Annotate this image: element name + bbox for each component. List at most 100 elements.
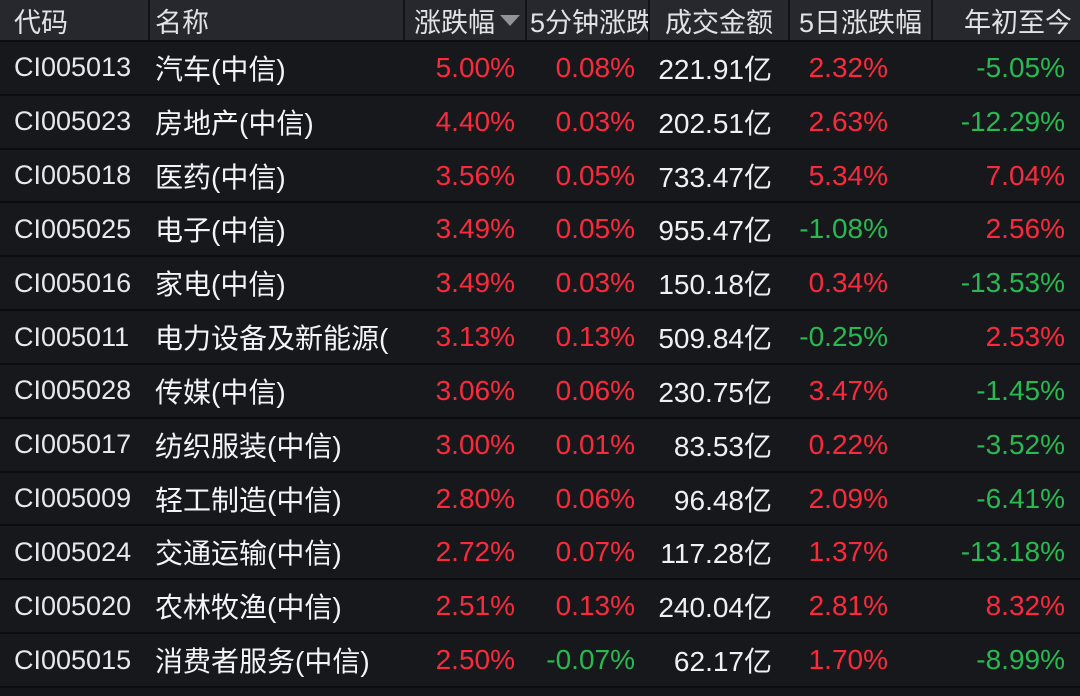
5min-change-cell: 0.06%: [555, 374, 635, 406]
change-pct-cell: 3.56%: [435, 159, 515, 191]
5min-change-cell: 0.05%: [555, 213, 635, 245]
table-row[interactable]: CI005015 消费者服务(中信) 2.50% -0.07% 62.17亿 1.70% -…: [0, 634, 1080, 688]
5day-change-cell: 5.34%: [808, 159, 888, 191]
turnover-cell: 83.53亿: [673, 430, 772, 462]
code-cell: CI005015: [14, 644, 132, 675]
header-name[interactable]: 名称: [150, 0, 405, 40]
header-change-pct-label: 涨跌幅: [414, 7, 495, 38]
name-cell: 轻工制造(中信): [155, 484, 342, 516]
5min-change-cell: 0.03%: [555, 267, 635, 299]
ytd-change-cell: 2.56%: [985, 213, 1065, 245]
name-cell: 汽车(中信): [155, 53, 286, 85]
table-row[interactable]: CI005009 轻工制造(中信) 2.80% 0.06% 96.48亿 2.09% -6.…: [0, 472, 1080, 527]
table-header: 代码 名称 涨跌幅 5分钟涨跌 成交金额 5日涨跌幅 年初至今: [0, 0, 1080, 42]
5min-change-cell: 0.05%: [555, 159, 635, 191]
table-row[interactable]: CI005013 汽车(中信) 5.00% 0.08% 221.91亿 2.32% -5.0…: [0, 42, 1080, 96]
name-cell: 电力设备及新能源(: [155, 323, 389, 355]
5min-change-cell: 0.06%: [555, 482, 635, 514]
table-row[interactable]: CI005028 传媒(中信) 3.06% 0.06% 230.75亿 3.47% -1.4…: [0, 364, 1080, 419]
ytd-change-cell: 2.53%: [985, 321, 1065, 353]
change-pct-cell: 3.06%: [435, 374, 515, 406]
change-pct-cell: 3.49%: [435, 267, 515, 299]
5day-change-cell: 0.34%: [808, 267, 888, 299]
code-cell: CI005009: [14, 483, 132, 514]
ytd-change-cell: -13.18%: [960, 536, 1065, 568]
code-cell: CI005025: [14, 213, 132, 244]
sort-desc-icon: [500, 14, 520, 26]
ytd-change-cell: 7.04%: [985, 159, 1065, 191]
turnover-cell: 240.04亿: [658, 592, 772, 624]
turnover-cell: 230.75亿: [658, 376, 772, 408]
name-cell: 传媒(中信): [155, 376, 286, 408]
header-5min-change-label: 5分钟涨跌: [530, 7, 650, 38]
change-pct-cell: 2.51%: [435, 590, 515, 622]
header-turnover[interactable]: 成交金额: [650, 0, 790, 40]
name-cell: 交通运输(中信): [155, 538, 342, 570]
5min-change-cell: -0.07%: [546, 644, 635, 676]
table-row[interactable]: CI005024 交通运输(中信) 2.72% 0.07% 117.28亿 1.37% -1…: [0, 526, 1080, 581]
turnover-cell: 150.18亿: [658, 269, 772, 301]
table-row[interactable]: CI005025 电子(中信) 3.49% 0.05% 955.47亿 -1.08% 2.5…: [0, 203, 1080, 258]
5day-change-cell: 1.37%: [808, 536, 888, 568]
code-cell: CI005013: [14, 52, 132, 83]
code-cell: CI005023: [14, 106, 132, 137]
table-row[interactable]: CI005011 电力设备及新能源( 3.13% 0.13% 509.84亿 -0.25%…: [0, 311, 1080, 365]
code-cell: CI005028: [14, 375, 132, 406]
turnover-cell: 62.17亿: [673, 646, 772, 678]
table-row[interactable]: CI005018 医药(中信) 3.56% 0.05% 733.47亿 5.34% 7.04…: [0, 149, 1080, 204]
ytd-change-cell: -3.52%: [976, 428, 1065, 460]
change-pct-cell: 3.49%: [435, 213, 515, 245]
ytd-change-cell: 8.32%: [985, 590, 1065, 622]
5min-change-cell: 0.08%: [555, 51, 635, 83]
change-pct-cell: 2.50%: [435, 644, 515, 676]
header-code[interactable]: 代码: [0, 0, 150, 40]
5day-change-cell: 2.63%: [808, 105, 888, 137]
turnover-cell: 509.84亿: [658, 323, 772, 355]
5day-change-cell: 1.70%: [808, 644, 888, 676]
5min-change-cell: 0.13%: [555, 321, 635, 353]
table-row[interactable]: CI005023 房地产(中信) 4.40% 0.03% 202.51亿 2.63% -12…: [0, 95, 1080, 150]
name-cell: 消费者服务(中信): [155, 646, 370, 678]
code-cell: CI005016: [14, 267, 132, 298]
5day-change-cell: 3.47%: [808, 374, 888, 406]
code-cell: CI005024: [14, 536, 132, 567]
header-5min-change[interactable]: 5分钟涨跌: [527, 0, 650, 40]
ytd-change-cell: -12.29%: [960, 105, 1065, 137]
table-row[interactable]: CI005020 农林牧渔(中信) 2.51% 0.13% 240.04亿 2.81% 8.…: [0, 580, 1080, 635]
5min-change-cell: 0.13%: [555, 590, 635, 622]
header-ytd-change[interactable]: 年初至今: [933, 0, 1080, 40]
turnover-cell: 96.48亿: [673, 484, 772, 516]
code-cell: CI005011: [14, 321, 130, 352]
5day-change-cell: -0.25%: [799, 321, 888, 353]
header-change-pct[interactable]: 涨跌幅: [405, 0, 527, 40]
name-cell: 医药(中信): [155, 161, 286, 193]
change-pct-cell: 3.00%: [435, 428, 515, 460]
header-turnover-label: 成交金额: [665, 7, 773, 38]
change-pct-cell: 3.13%: [435, 321, 515, 353]
5day-change-cell: 2.32%: [808, 51, 888, 83]
name-cell: 房地产(中信): [155, 107, 314, 139]
ytd-change-cell: -5.05%: [976, 51, 1065, 83]
turnover-cell: 202.51亿: [658, 107, 772, 139]
5day-change-cell: 2.81%: [808, 590, 888, 622]
name-cell: 纺织服装(中信): [155, 430, 342, 462]
turnover-cell: 221.91亿: [658, 53, 772, 85]
name-cell: 家电(中信): [155, 269, 286, 301]
5day-change-cell: -1.08%: [799, 213, 888, 245]
turnover-cell: 733.47亿: [658, 161, 772, 193]
name-cell: 电子(中信): [155, 215, 286, 247]
change-pct-cell: 2.72%: [435, 536, 515, 568]
header-5day-change[interactable]: 5日涨跌幅: [790, 0, 933, 40]
table-row[interactable]: CI005016 家电(中信) 3.49% 0.03% 150.18亿 0.34% -13.…: [0, 257, 1080, 312]
ytd-change-cell: -6.41%: [976, 482, 1065, 514]
5min-change-cell: 0.01%: [555, 428, 635, 460]
change-pct-cell: 2.80%: [435, 482, 515, 514]
header-5day-change-label: 5日涨跌幅: [798, 7, 923, 38]
header-ytd-change-label: 年初至今: [964, 7, 1072, 38]
code-cell: CI005017: [14, 429, 132, 460]
table-row[interactable]: CI005017 纺织服装(中信) 3.00% 0.01% 83.53亿 0.22% -3.…: [0, 418, 1080, 473]
5min-change-cell: 0.07%: [555, 536, 635, 568]
ytd-change-cell: -13.53%: [960, 267, 1065, 299]
code-cell: CI005018: [14, 160, 132, 191]
